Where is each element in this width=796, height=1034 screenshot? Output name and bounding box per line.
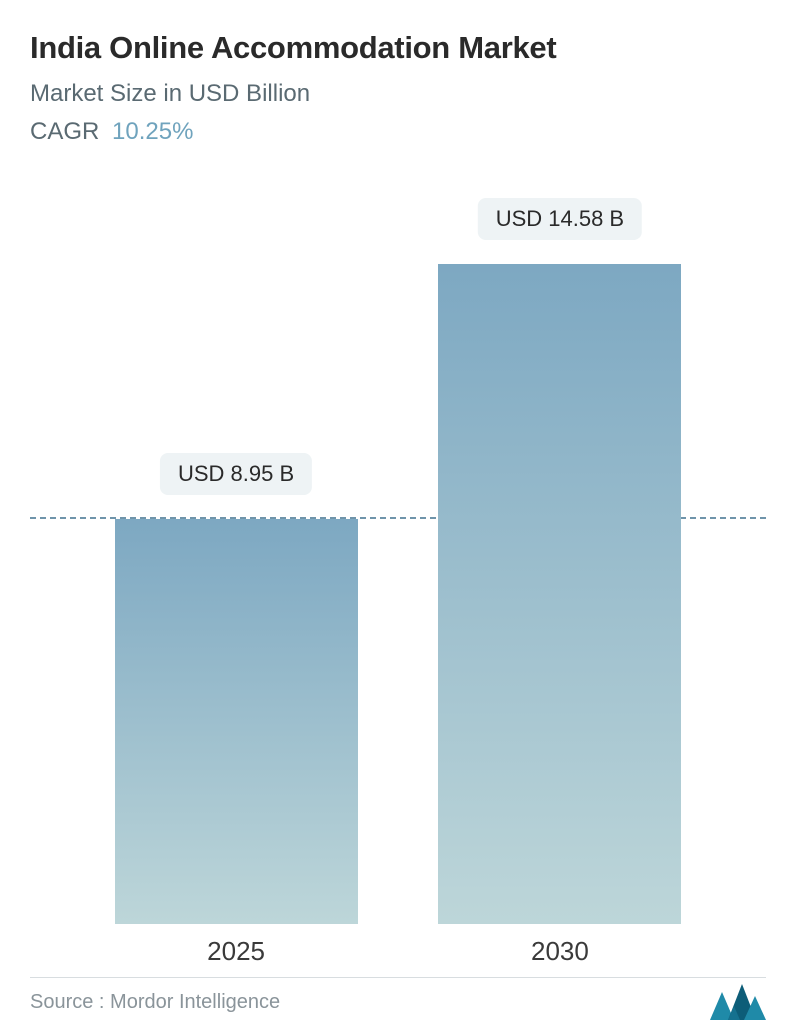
x-axis-label-2030: 2030 xyxy=(531,936,589,967)
x-axis-labels: 2025 2030 xyxy=(30,936,766,976)
chart-title: India Online Accommodation Market xyxy=(30,30,766,66)
bar-2030 xyxy=(438,264,681,924)
x-axis-label-2025: 2025 xyxy=(207,936,265,967)
source-text: Source : Mordor Intelligence xyxy=(30,991,280,1014)
bar-2025 xyxy=(115,519,358,924)
footer-divider xyxy=(30,977,766,978)
chart-container: India Online Accommodation Market Market… xyxy=(0,0,796,1034)
cagr-label: CAGR xyxy=(30,118,99,145)
cagr-value: 10.25% xyxy=(112,118,193,145)
footer: Source : Mordor Intelligence xyxy=(30,984,766,1020)
bar-value-label-2025: USD 8.95 B xyxy=(160,453,312,495)
bar-value-label-2030: USD 14.58 B xyxy=(478,198,642,240)
mordor-logo-icon xyxy=(710,984,766,1020)
cagr-line: CAGR 10.25% xyxy=(30,118,766,146)
chart-plot-area: USD 8.95 B USD 14.58 B xyxy=(30,200,766,924)
chart-subtitle: Market Size in USD Billion xyxy=(30,80,766,108)
